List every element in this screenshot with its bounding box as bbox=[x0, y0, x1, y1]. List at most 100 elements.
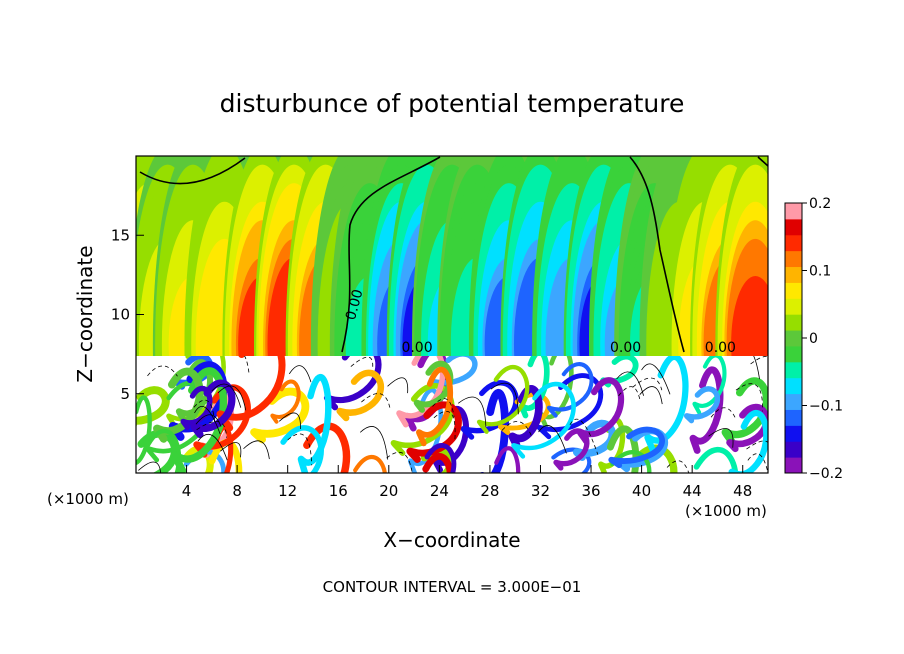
lower-field-contour bbox=[147, 365, 178, 377]
x-tick-label: 12 bbox=[278, 482, 297, 500]
lower-field-swirl bbox=[606, 425, 640, 473]
lower-field-contour bbox=[616, 371, 644, 396]
lower-field-swirl bbox=[424, 443, 457, 473]
colorbar: 0.2 0.1 0 −0.1 −0.2 bbox=[784, 196, 843, 482]
lower-field-swirl bbox=[190, 379, 236, 439]
lower-field-swirl bbox=[250, 387, 310, 444]
lower-field-swirl bbox=[479, 389, 509, 473]
lower-field-swirl bbox=[336, 369, 384, 422]
lower-field-contour bbox=[735, 383, 763, 412]
lower-field-swirl bbox=[353, 454, 387, 473]
colorbar-segment bbox=[785, 409, 802, 426]
lower-field-swirl bbox=[413, 360, 454, 413]
lower-field-swirl bbox=[494, 446, 521, 473]
lower-field-swirl bbox=[213, 424, 234, 473]
colorbar-segment bbox=[785, 441, 802, 458]
upper-field bbox=[136, 156, 768, 356]
y-axis-label: Z−coordinate bbox=[73, 245, 97, 382]
zero-contour-far-right bbox=[757, 156, 769, 167]
upper-field-cell bbox=[731, 276, 768, 356]
colorbar-segment bbox=[785, 457, 802, 474]
y-tick-label: 15 bbox=[111, 226, 130, 244]
x-tick-label: 48 bbox=[733, 482, 752, 500]
colorbar-tick-label: −0.2 bbox=[809, 466, 843, 482]
lower-field-swirl bbox=[610, 449, 652, 473]
lower-field-contour bbox=[193, 399, 216, 423]
lower-field-contour bbox=[288, 365, 312, 383]
lower-field-contour bbox=[641, 363, 671, 395]
colorbar-segment bbox=[785, 298, 802, 315]
lower-field-swirl bbox=[144, 428, 182, 473]
lower-field-contour bbox=[220, 442, 242, 458]
x-tick-label: 28 bbox=[480, 482, 499, 500]
colorbar-segment bbox=[785, 393, 802, 410]
lower-field-contour bbox=[197, 434, 228, 461]
colorbar-segment bbox=[785, 425, 802, 442]
colorbar-segment bbox=[785, 361, 802, 379]
lower-field-contour bbox=[211, 383, 242, 408]
x-unit-right: (×1000 m) bbox=[685, 502, 767, 520]
lower-field-swirl bbox=[546, 362, 594, 418]
x-axis: 4 8 12 16 20 24 28 32 36 40 44 48 bbox=[182, 465, 752, 500]
lower-field-contour bbox=[217, 385, 247, 411]
lower-field-contour bbox=[194, 406, 221, 435]
contour-interval-footer: CONTOUR INTERVAL = 3.000E−01 bbox=[323, 578, 582, 596]
x-tick-label: 8 bbox=[232, 482, 242, 500]
colorbar-segment bbox=[785, 203, 802, 220]
lower-field-swirl bbox=[270, 379, 301, 424]
lower-field-swirl bbox=[171, 367, 228, 473]
lower-field-swirl bbox=[536, 373, 604, 440]
lower-field-swirl bbox=[721, 377, 768, 446]
x-tick-label: 44 bbox=[683, 482, 702, 500]
lower-field-swirl bbox=[193, 384, 251, 458]
lower-field-contour bbox=[632, 377, 663, 391]
lower-field-contour bbox=[747, 453, 768, 473]
colorbar-segment bbox=[785, 282, 802, 299]
colorbar-segment bbox=[785, 266, 802, 283]
lower-field-contour bbox=[746, 440, 768, 450]
lower-field-swirl bbox=[216, 356, 286, 432]
colorbar-segment bbox=[785, 345, 802, 363]
lower-field-contour bbox=[538, 425, 567, 454]
lower-field-swirl bbox=[168, 361, 228, 441]
lower-field-swirl bbox=[136, 395, 152, 465]
colorbar-segment bbox=[785, 314, 802, 331]
lower-field-swirl bbox=[726, 403, 768, 453]
lower-field-contour bbox=[243, 356, 250, 376]
lower-field-swirl bbox=[608, 426, 665, 469]
colorbar-segment bbox=[785, 234, 802, 252]
lower-field-contour bbox=[359, 426, 389, 460]
lower-field-swirl bbox=[422, 453, 454, 473]
lower-field-swirl bbox=[508, 385, 543, 449]
colorbar-segment bbox=[785, 330, 802, 347]
lower-field-swirl bbox=[390, 383, 455, 456]
colorbar-segment bbox=[785, 218, 802, 236]
x-tick-label: 4 bbox=[182, 482, 192, 500]
lower-field-swirl bbox=[183, 449, 227, 473]
zero-contour-middle bbox=[341, 156, 441, 353]
lower-field-swirl bbox=[684, 386, 721, 424]
lower-field-contour bbox=[287, 433, 313, 466]
x-tick-label: 24 bbox=[430, 482, 449, 500]
x-tick-label: 32 bbox=[531, 482, 550, 500]
lower-field-contour bbox=[278, 412, 301, 429]
x-tick-label: 20 bbox=[379, 482, 398, 500]
x-tick-label: 36 bbox=[581, 482, 600, 500]
lower-field-contour bbox=[386, 452, 413, 473]
lower-field-contour bbox=[666, 460, 690, 473]
lower-field-swirl bbox=[297, 374, 332, 473]
x-tick-label: 40 bbox=[632, 482, 651, 500]
lower-field-contour bbox=[457, 396, 487, 428]
lower-field-contour bbox=[569, 418, 599, 455]
colorbar-tick-label: 0.1 bbox=[809, 264, 831, 280]
lower-field-swirl bbox=[644, 356, 689, 455]
lower-field-swirl bbox=[280, 425, 324, 473]
zero-contour-top-left bbox=[139, 157, 246, 185]
colorbar-segment bbox=[785, 250, 802, 268]
y-axis: 5 10 15 bbox=[111, 226, 144, 403]
contour-label: 0.00 bbox=[610, 340, 641, 356]
colorbar-tick-label: 0 bbox=[809, 331, 818, 347]
lower-field-swirl bbox=[303, 422, 351, 473]
lower-field-contour bbox=[618, 386, 641, 400]
